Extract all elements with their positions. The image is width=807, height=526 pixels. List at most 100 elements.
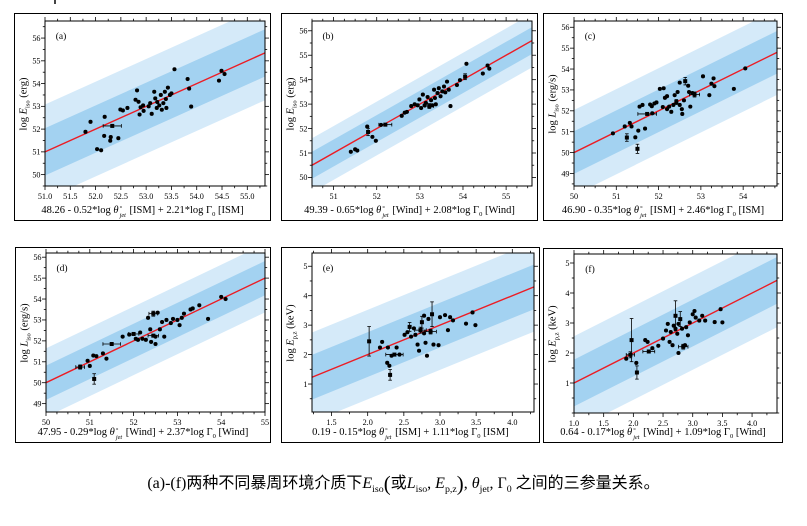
data-point — [137, 112, 142, 117]
data-points — [75, 294, 228, 385]
data-point — [99, 148, 104, 153]
x-tick-label: 50 — [42, 418, 50, 426]
data-point — [197, 303, 202, 308]
x-tick-label: 2.0 — [363, 418, 373, 426]
data-point — [436, 86, 441, 91]
data-point — [162, 334, 167, 339]
data-point — [187, 86, 192, 91]
data-point — [127, 332, 132, 337]
data-points — [624, 300, 725, 380]
data-point — [423, 340, 428, 345]
data-point — [627, 120, 632, 125]
data-point — [95, 147, 100, 152]
y-axis-label: log Liso (erg/s) — [547, 73, 561, 134]
data-point — [120, 108, 125, 113]
data-point — [679, 326, 685, 331]
plot-layers — [46, 253, 265, 412]
data-point — [402, 332, 407, 337]
data-point — [692, 308, 697, 314]
data-point — [700, 313, 705, 318]
data-point — [419, 320, 424, 325]
data-point — [83, 129, 88, 134]
x-tick-label: 51.5 — [63, 192, 77, 201]
data-point — [448, 104, 453, 109]
data-point — [409, 104, 414, 109]
y-tick-label: 54 — [561, 65, 569, 74]
data-point — [373, 138, 378, 143]
data-point — [634, 360, 639, 365]
x-tick-label: 52 — [373, 192, 381, 201]
y-tick-label: 52 — [32, 125, 40, 134]
panel-letter: (e) — [323, 263, 334, 274]
x-axis-formula: 46.90 - 0.35*log θ ° jet [ISM] + 2.46*log … — [561, 205, 765, 219]
data-point — [151, 311, 156, 316]
plot-frame — [573, 20, 778, 187]
x-tick-label: 53 — [697, 192, 705, 201]
data-point — [155, 310, 160, 315]
y-tick-label: 5 — [565, 259, 569, 268]
data-point — [92, 376, 97, 381]
axis-ticks — [570, 17, 781, 190]
data-point — [165, 85, 170, 90]
data-point — [146, 104, 151, 109]
data-point — [216, 78, 222, 83]
data-points — [367, 301, 478, 381]
data-point — [163, 97, 168, 102]
data-point — [151, 333, 156, 338]
data-point — [164, 105, 169, 110]
data-point — [387, 363, 392, 368]
x-axis-formula: 49.39 - 0.65*log θ ° jet [Wind] + 2.08*log… — [304, 205, 515, 219]
data-point — [685, 333, 691, 338]
data-point — [464, 61, 469, 66]
data-point — [435, 91, 440, 96]
x-tick-label: 3.5 — [471, 418, 481, 426]
data-point — [157, 327, 162, 332]
data-point — [679, 107, 684, 112]
data-point — [108, 135, 113, 140]
data-point — [683, 79, 688, 84]
tick-labels: 51 52 53 54 55 50 51 52 53 54 55 56 — [299, 27, 510, 201]
data-point — [87, 363, 92, 369]
data-point — [731, 86, 736, 91]
data-point — [380, 339, 385, 344]
y-tick-label: 4 — [565, 289, 569, 298]
data-point — [420, 92, 425, 97]
data-point — [169, 91, 174, 96]
data-point — [673, 313, 678, 318]
plot-e: 1.5 2.0 2.5 3.0 3.5 4.0 1 2 3 4 5 (e) — [303, 249, 538, 426]
data-point — [190, 306, 195, 311]
x-tick-label: 3.0 — [435, 418, 445, 426]
data-point — [635, 146, 640, 151]
y-tick-label: 51 — [299, 149, 307, 158]
data-point — [102, 133, 107, 138]
x-tick-label: 50 — [570, 192, 578, 201]
x-axis-formula: 48.26 - 0.52*log θ ° jet [ISM] + 2.21*log … — [41, 205, 244, 219]
data-point — [676, 321, 681, 326]
data-point — [158, 92, 163, 98]
panel-e: 1.5 2.0 2.5 3.0 3.5 4.0 1 2 3 4 5 (e) log Ep,z (keV)… — [281, 247, 540, 443]
y-tick-label: 50 — [561, 148, 569, 157]
data-point — [431, 342, 436, 347]
plot-frame — [311, 20, 533, 187]
x-tick-label: 1.0 — [569, 419, 579, 427]
data-point — [450, 318, 456, 323]
data-point — [445, 328, 450, 333]
data-point — [153, 341, 158, 347]
data-point — [707, 93, 712, 98]
tick-labels: 1.0 1.5 2.0 2.5 3.0 3.5 4.0 1 2 3 4 5 — [565, 259, 757, 427]
data-point — [443, 90, 448, 95]
data-point — [223, 296, 228, 302]
y-axis-label: log Ep,z (keV) — [285, 303, 299, 362]
data-point — [219, 68, 224, 73]
data-point — [444, 79, 450, 84]
data-point — [667, 339, 672, 344]
data-point — [692, 92, 697, 97]
data-point — [222, 71, 227, 77]
y-tick-label: 51 — [561, 127, 569, 136]
panel-letter: (b) — [322, 31, 333, 42]
data-point — [646, 349, 651, 354]
plot-d: 50 51 52 53 54 55 49 50 51 52 53 54 55 56 (d) — [33, 249, 269, 426]
y-tick-label: 4 — [303, 291, 307, 300]
tick-labels: 50 51 52 53 54 49 50 51 52 53 54 55 56 — [561, 23, 747, 201]
y-tick-label: 3 — [303, 321, 307, 330]
